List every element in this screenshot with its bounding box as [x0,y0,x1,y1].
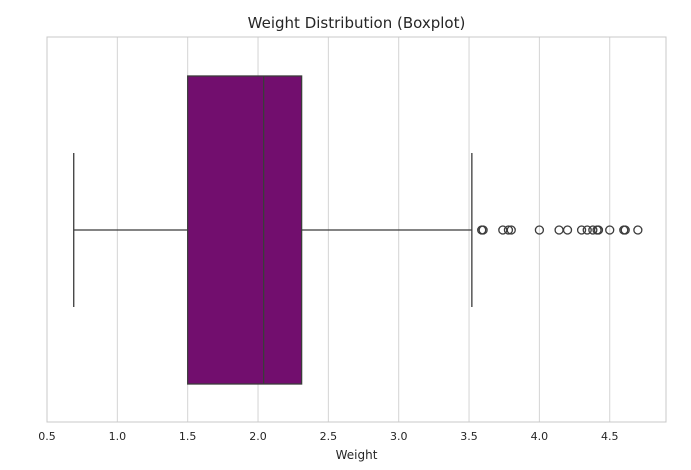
x-tick-label: 4.5 [601,430,619,443]
outlier-point [620,225,630,235]
chart-title: Weight Distribution (Boxplot) [248,14,466,32]
outlier-point [576,225,587,235]
outlier-point [633,225,643,235]
outlier-point [478,225,488,235]
x-tick-label: 3.0 [390,430,408,443]
plot-frame [46,36,667,423]
outlier-point [554,225,564,235]
outlier-point [588,225,598,235]
x-tick-label: 2.0 [249,430,267,443]
outlier-point [503,225,514,235]
x-tick-label: 1.5 [179,430,197,443]
outlier-point [506,225,516,235]
outlier-point [582,225,592,235]
x-tick-label: 4.0 [531,430,549,443]
x-tick-label: 3.5 [460,430,478,443]
x-tick-label: 2.5 [320,430,338,443]
x-axis-ticks: 0.5 1.0 1.5 2.0 2.5 3.0 3.5 4.0 4.5 [38,430,618,443]
outlier-point [562,225,573,235]
outlier-point [605,225,615,235]
x-tick-label: 0.5 [38,430,56,443]
iqr-box [187,75,303,385]
outliers [477,225,643,235]
x-tick-label: 1.0 [109,430,127,443]
x-axis-label: Weight [336,448,378,462]
outlier-point [593,225,604,235]
outlier-point [534,225,545,235]
box-layer [73,75,473,385]
